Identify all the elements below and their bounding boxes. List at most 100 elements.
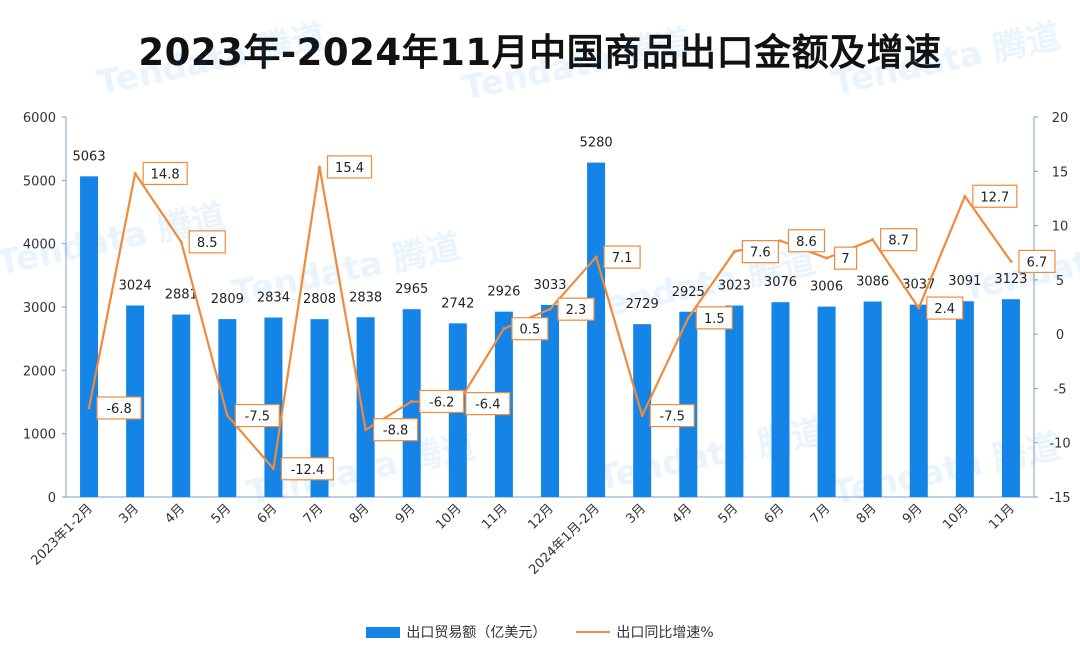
bar-value-label: 2881 bbox=[165, 288, 198, 303]
line-value-label: 2.4 bbox=[934, 302, 955, 317]
x-tick-label: 5月 bbox=[209, 501, 235, 527]
line-value-label: -6.4 bbox=[475, 398, 500, 413]
bar bbox=[356, 317, 375, 497]
line-value-label: 8.7 bbox=[888, 234, 909, 249]
line-label-box bbox=[465, 392, 511, 416]
line-point bbox=[963, 194, 967, 198]
bar-value-label: 3023 bbox=[718, 279, 751, 294]
line-value-label: 2.3 bbox=[566, 303, 587, 318]
bar-value-label: 2926 bbox=[487, 285, 520, 300]
legend-bar-swatch bbox=[366, 626, 401, 638]
line-point bbox=[1009, 259, 1013, 263]
line-value-label: 8.6 bbox=[796, 235, 817, 250]
line-point bbox=[640, 414, 644, 418]
line-label-box bbox=[649, 403, 695, 428]
line-label-box bbox=[1018, 249, 1056, 273]
line-point bbox=[410, 399, 414, 403]
bar bbox=[863, 301, 882, 497]
watermark: Tendata 腾道 bbox=[829, 16, 1065, 103]
y-left-tick-label: 4000 bbox=[23, 238, 56, 253]
bar bbox=[725, 305, 744, 497]
bar-value-label: 3086 bbox=[856, 275, 889, 290]
line-label-box bbox=[833, 246, 858, 270]
line-value-label: 15.4 bbox=[335, 161, 364, 176]
line-point bbox=[871, 238, 875, 242]
line-value-label: -7.5 bbox=[660, 410, 685, 425]
x-tick-label: 10月 bbox=[940, 501, 971, 532]
bar-value-label: 2838 bbox=[349, 290, 382, 305]
x-tick-label: 7月 bbox=[808, 501, 834, 527]
line-point bbox=[686, 316, 690, 320]
bar-value-label: 5280 bbox=[580, 136, 613, 151]
line-value-label: 7 bbox=[841, 252, 849, 267]
y-left-tick-label: 5000 bbox=[23, 174, 56, 189]
line-point bbox=[133, 171, 137, 175]
bar bbox=[587, 162, 606, 497]
legend-line-swatch bbox=[576, 631, 611, 633]
line-point bbox=[271, 467, 275, 471]
watermark: Tendata 腾道 bbox=[594, 411, 830, 498]
line-point bbox=[825, 256, 829, 260]
line-value-label: 12.7 bbox=[980, 190, 1009, 205]
y-left-tick-label: 1000 bbox=[23, 428, 56, 443]
bar bbox=[817, 306, 836, 497]
bar-value-label: 3024 bbox=[119, 278, 152, 293]
y-right-tick-label: 0 bbox=[1056, 328, 1064, 343]
line-point bbox=[318, 165, 322, 169]
line-label-box bbox=[373, 418, 419, 442]
bar-value-label: 3091 bbox=[948, 274, 981, 289]
x-tick-label: 9月 bbox=[900, 501, 926, 527]
watermark: Tendata 腾道 bbox=[94, 16, 330, 103]
bar bbox=[909, 304, 928, 497]
line-point bbox=[225, 414, 229, 418]
x-tick-label: 2023年1-2月 bbox=[28, 501, 95, 568]
x-tick-label: 5月 bbox=[716, 501, 742, 527]
line-point bbox=[917, 306, 921, 310]
bar-value-label: 2925 bbox=[672, 285, 705, 300]
line-label-box bbox=[557, 297, 595, 321]
line-label-box bbox=[603, 245, 641, 269]
line-value-label: -8.8 bbox=[383, 424, 408, 439]
bar bbox=[172, 314, 191, 497]
x-tick-label: 3月 bbox=[623, 501, 649, 527]
line-label-box bbox=[96, 396, 142, 420]
line-value-label: -6.8 bbox=[106, 402, 131, 417]
line-label-box bbox=[188, 230, 226, 254]
line-value-label: 8.5 bbox=[197, 236, 218, 251]
y-right-tick-label: 5 bbox=[1056, 274, 1064, 289]
bar-value-label: 3123 bbox=[994, 272, 1027, 287]
line-point bbox=[732, 250, 736, 254]
watermark: Tendata 腾道 bbox=[459, 21, 695, 108]
x-tick-label: 12月 bbox=[525, 501, 556, 532]
line-value-label: 7.6 bbox=[750, 246, 771, 261]
y-left-tick-label: 3000 bbox=[23, 301, 56, 316]
line-point bbox=[548, 307, 552, 311]
bar-value-label: 2834 bbox=[257, 291, 290, 306]
x-tick-label: 7月 bbox=[301, 501, 327, 527]
x-tick-label: 10月 bbox=[433, 501, 464, 532]
y-left-tick-label: 0 bbox=[48, 491, 56, 506]
y-right-tick-label: -5 bbox=[1054, 382, 1067, 397]
line-point bbox=[179, 240, 183, 244]
legend-item-bar: 出口贸易额（亿美元） bbox=[366, 622, 546, 642]
line-point bbox=[364, 428, 368, 432]
line-point bbox=[87, 406, 91, 410]
legend-item-line: 出口同比增速% bbox=[576, 622, 714, 642]
bar-value-label: 3006 bbox=[810, 280, 843, 295]
bar bbox=[218, 319, 237, 497]
line-label-box bbox=[419, 389, 465, 414]
bar bbox=[633, 324, 652, 497]
line-label-box bbox=[695, 306, 733, 330]
bar bbox=[771, 302, 790, 497]
bar-value-label: 2729 bbox=[626, 297, 659, 312]
bar-value-label: 5063 bbox=[73, 149, 106, 164]
line-label-box bbox=[787, 229, 826, 253]
line-value-label: 6.7 bbox=[1027, 255, 1048, 270]
legend: 出口贸易额（亿美元） 出口同比增速% bbox=[0, 622, 1080, 642]
line-value-label: -12.4 bbox=[291, 463, 325, 478]
legend-line-label: 出口同比增速% bbox=[616, 625, 714, 641]
y-right-tick-label: -15 bbox=[1049, 491, 1070, 506]
line-value-label: 0.5 bbox=[520, 323, 541, 338]
y-right-tick-label: 15 bbox=[1052, 165, 1069, 180]
